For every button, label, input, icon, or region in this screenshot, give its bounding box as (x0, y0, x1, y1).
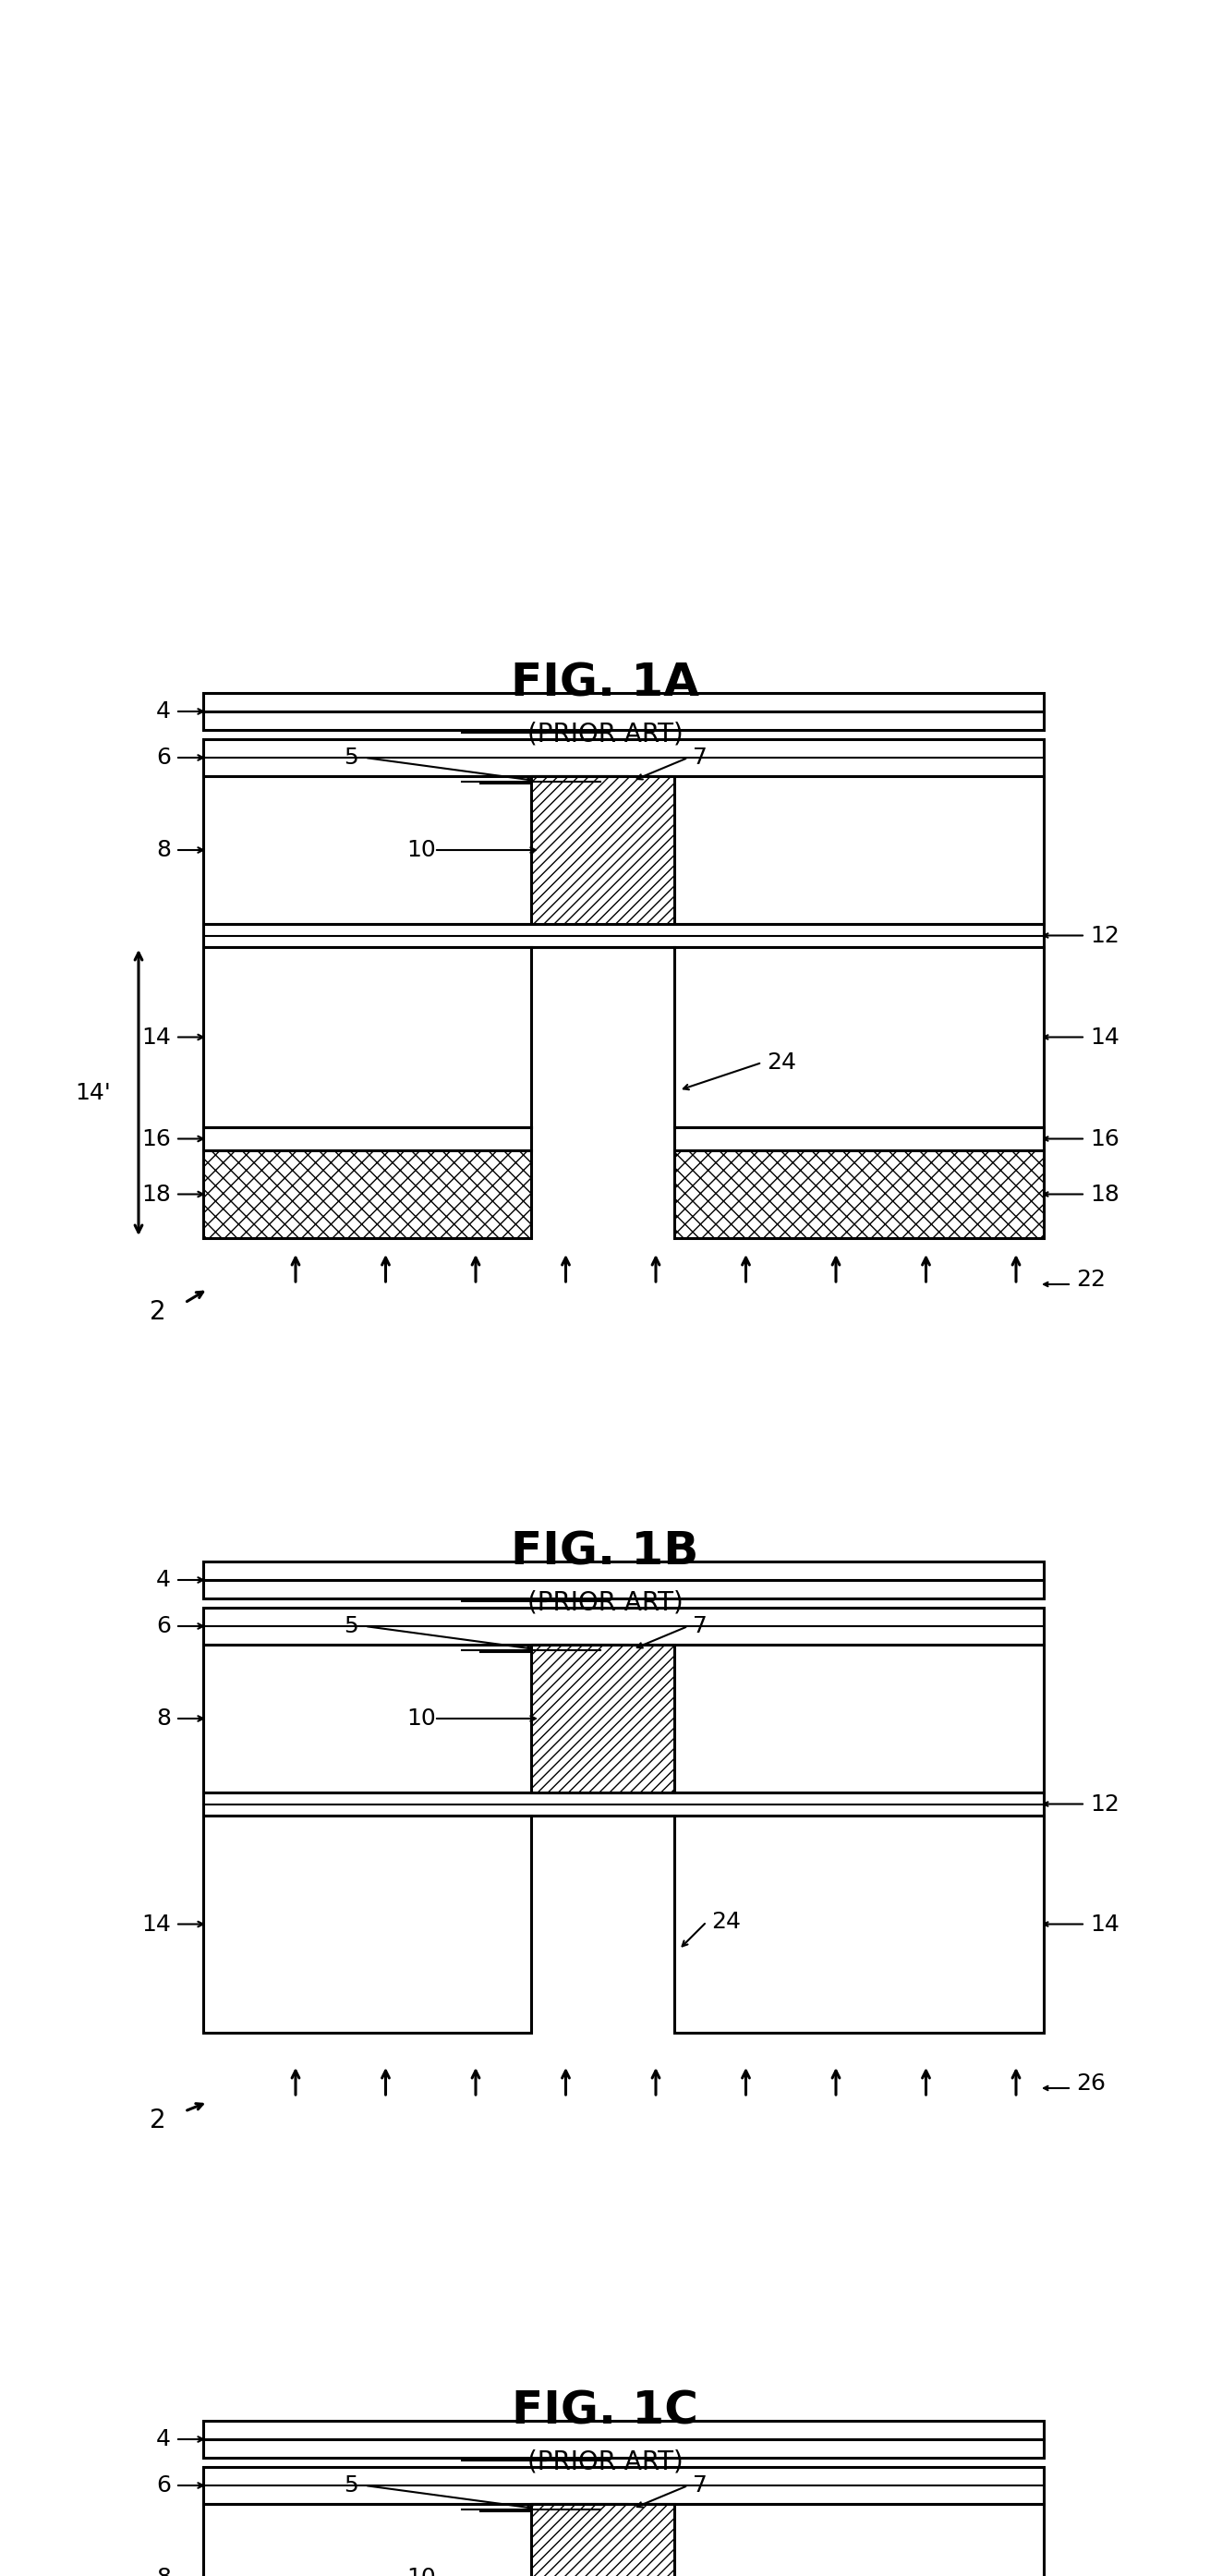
Bar (203, 1643, 1044, 1793)
Text: 22: 22 (1076, 1267, 1106, 1291)
Bar (203, 739, 1044, 775)
Bar (203, 693, 1044, 729)
Bar (203, 1793, 1044, 1816)
Text: 26: 26 (1076, 2074, 1106, 2094)
Text: 5: 5 (344, 747, 358, 768)
Text: 12: 12 (1090, 1793, 1119, 1816)
Bar (203, 1128, 531, 1151)
Bar (203, 1816, 531, 2032)
Bar (203, 2468, 1044, 2504)
Bar (203, 1607, 1044, 1643)
Bar (674, 1151, 1044, 1239)
Bar (531, 775, 674, 925)
Bar (203, 1151, 531, 1239)
Text: 4: 4 (156, 701, 171, 721)
Text: 10: 10 (407, 1708, 436, 1728)
Text: 14: 14 (1090, 1025, 1119, 1048)
Text: 14: 14 (142, 1025, 171, 1048)
Text: 24: 24 (767, 1051, 796, 1074)
Text: 8: 8 (156, 1708, 171, 1728)
Bar (674, 1128, 1044, 1151)
Text: 14: 14 (142, 1914, 171, 1935)
Text: 2: 2 (150, 1298, 166, 1324)
Bar (674, 948, 1044, 1128)
Text: 8: 8 (156, 2566, 171, 2576)
Text: 12: 12 (1090, 925, 1119, 945)
Text: FIG. 1A: FIG. 1A (511, 662, 699, 706)
Text: 7: 7 (693, 1615, 708, 1638)
Text: 6: 6 (156, 1615, 171, 1638)
Text: 2: 2 (150, 2107, 166, 2133)
Text: 8: 8 (156, 840, 171, 860)
Text: 7: 7 (693, 2476, 708, 2496)
Text: 24: 24 (711, 1911, 741, 1932)
Text: 10: 10 (407, 840, 436, 860)
Bar (203, 775, 1044, 925)
Text: 14: 14 (1090, 1914, 1119, 1935)
Text: 18: 18 (142, 1182, 171, 1206)
Text: FIG. 1B: FIG. 1B (511, 1530, 699, 1574)
Text: 18: 18 (1090, 1182, 1119, 1206)
Text: 5: 5 (344, 1615, 358, 1638)
Text: (PRIOR ART): (PRIOR ART) (528, 721, 682, 747)
Bar (531, 2504, 674, 2576)
Bar (531, 1643, 674, 1793)
Text: 5: 5 (344, 2476, 358, 2496)
Text: 10: 10 (407, 2566, 436, 2576)
Text: 4: 4 (156, 1569, 171, 1592)
Text: 6: 6 (156, 2476, 171, 2496)
Text: (PRIOR ART): (PRIOR ART) (528, 1589, 682, 1615)
Text: 6: 6 (156, 747, 171, 768)
Bar (203, 2504, 1044, 2576)
Text: 16: 16 (1090, 1128, 1119, 1149)
Text: 14': 14' (75, 1082, 111, 1103)
Text: 7: 7 (693, 747, 708, 768)
Bar (674, 1816, 1044, 2032)
Text: 4: 4 (156, 2429, 171, 2450)
Bar (203, 948, 531, 1128)
Text: FIG. 1C: FIG. 1C (512, 2391, 698, 2434)
Bar (203, 2421, 1044, 2458)
Text: (PRIOR ART): (PRIOR ART) (528, 2450, 682, 2476)
Text: 16: 16 (142, 1128, 171, 1149)
Bar (203, 925, 1044, 948)
Bar (203, 1561, 1044, 1600)
